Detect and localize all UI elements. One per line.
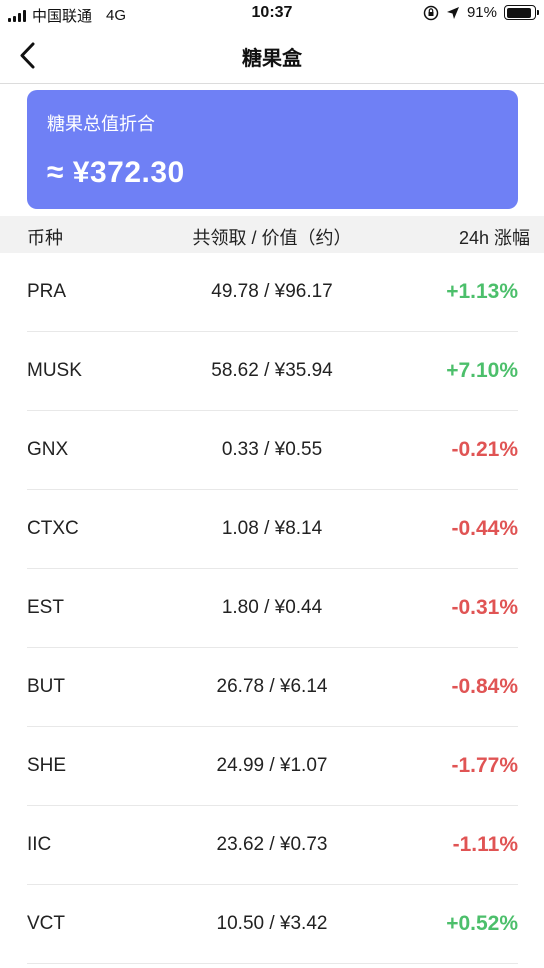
coin-change: -1.77% bbox=[451, 754, 518, 777]
status-time: 10:37 bbox=[251, 4, 293, 21]
coin-change: -1.11% bbox=[452, 833, 518, 856]
candy-total-label: 糖果总值折合 bbox=[47, 114, 155, 134]
coin-symbol: MUSK bbox=[27, 360, 82, 381]
coin-symbol: VCT bbox=[27, 913, 65, 934]
coin-amount-value: 0.33 / ¥0.55 bbox=[221, 439, 323, 460]
battery-fill bbox=[506, 7, 532, 18]
header-coin: 币种 bbox=[27, 228, 63, 248]
battery-icon bbox=[504, 5, 539, 20]
coin-change: +0.52% bbox=[446, 912, 518, 935]
status-left: 中国联通 4G bbox=[8, 5, 126, 26]
list-item[interactable]: BUT 26.78 / ¥6.14 -0.84% bbox=[0, 648, 544, 727]
page-title: 糖果盒 bbox=[242, 48, 302, 70]
table-header: 币种 共领取 / 价值（约） 24h 涨幅 bbox=[0, 216, 544, 253]
list-item[interactable]: MUSK 58.62 / ¥35.94 +7.10% bbox=[0, 332, 544, 411]
orientation-lock-icon bbox=[423, 5, 439, 20]
carrier-name: 中国联通 bbox=[32, 8, 93, 25]
coin-change: -0.31% bbox=[451, 596, 518, 619]
list-item[interactable]: GNX 0.33 / ¥0.55 -0.21% bbox=[0, 411, 544, 490]
status-right: 91% bbox=[423, 4, 539, 21]
battery-percent: 91% bbox=[466, 4, 497, 21]
location-arrow-icon bbox=[446, 6, 459, 19]
coin-change: +7.10% bbox=[446, 359, 518, 382]
coin-symbol: BUT bbox=[27, 676, 65, 697]
coin-symbol: IIC bbox=[27, 834, 52, 855]
coin-change: -0.44% bbox=[451, 517, 518, 540]
coin-amount-value: 23.62 / ¥0.73 bbox=[216, 834, 328, 855]
coin-symbol: PRA bbox=[27, 281, 67, 302]
back-button[interactable] bbox=[12, 38, 48, 74]
coin-amount-value: 49.78 / ¥96.17 bbox=[211, 281, 333, 302]
coin-amount-value: 1.80 / ¥0.44 bbox=[221, 597, 323, 618]
coin-amount-value: 58.62 / ¥35.94 bbox=[211, 360, 333, 381]
list-item[interactable]: EST 1.80 / ¥0.44 -0.31% bbox=[0, 569, 544, 648]
list-item[interactable]: SHE 24.99 / ¥1.07 -1.77% bbox=[0, 727, 544, 806]
candy-total-card: 糖果总值折合 ≈ ¥372.30 bbox=[27, 90, 518, 209]
coin-list: PRA 49.78 / ¥96.17 +1.13% MUSK 58.62 / ¥35.9… bbox=[0, 253, 544, 964]
candy-total-value: ≈ ¥372.30 bbox=[47, 156, 185, 189]
header-amount: 共领取 / 价值（约） bbox=[192, 228, 352, 248]
coin-symbol: GNX bbox=[27, 439, 69, 460]
list-item[interactable]: IIC 23.62 / ¥0.73 -1.11% bbox=[0, 806, 544, 885]
list-item[interactable]: CTXC 1.08 / ¥8.14 -0.44% bbox=[0, 490, 544, 569]
coin-symbol: SHE bbox=[27, 755, 67, 776]
coin-amount-value: 10.50 / ¥3.42 bbox=[216, 913, 328, 934]
coin-symbol: CTXC bbox=[27, 518, 79, 539]
coin-symbol: EST bbox=[27, 597, 64, 618]
coin-change: -0.84% bbox=[451, 675, 518, 698]
list-item[interactable]: VCT 10.50 / ¥3.42 +0.52% bbox=[0, 885, 544, 964]
header-change: 24h 涨幅 bbox=[458, 228, 530, 248]
coin-change: -0.21% bbox=[451, 438, 518, 461]
coin-change: +1.13% bbox=[446, 280, 518, 303]
coin-amount-value: 26.78 / ¥6.14 bbox=[216, 676, 328, 697]
chevron-left-icon bbox=[20, 42, 35, 69]
list-item[interactable]: PRA 49.78 / ¥96.17 +1.13% bbox=[0, 253, 544, 332]
nav-bar: 糖果盒 bbox=[0, 28, 544, 84]
coin-amount-value: 1.08 / ¥8.14 bbox=[221, 518, 323, 539]
signal-icon bbox=[8, 9, 26, 22]
coin-amount-value: 24.99 / ¥1.07 bbox=[216, 755, 328, 776]
status-bar: 中国联通 4G 10:37 91% bbox=[0, 0, 544, 28]
network-type: 4G bbox=[106, 7, 127, 24]
